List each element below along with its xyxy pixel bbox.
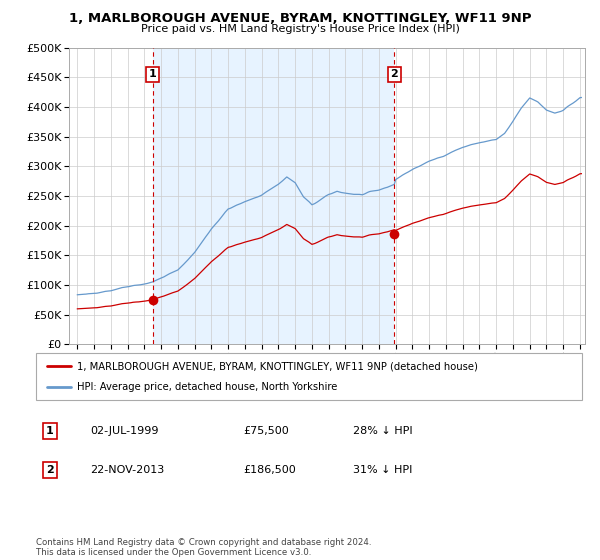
- Text: 02-JUL-1999: 02-JUL-1999: [91, 426, 159, 436]
- Text: 1, MARLBOROUGH AVENUE, BYRAM, KNOTTINGLEY, WF11 9NP: 1, MARLBOROUGH AVENUE, BYRAM, KNOTTINGLE…: [69, 12, 531, 25]
- Text: Price paid vs. HM Land Registry's House Price Index (HPI): Price paid vs. HM Land Registry's House …: [140, 24, 460, 34]
- Text: 31% ↓ HPI: 31% ↓ HPI: [353, 465, 412, 475]
- Text: 1: 1: [149, 69, 157, 80]
- Text: 2: 2: [391, 69, 398, 80]
- Text: 1: 1: [46, 426, 53, 436]
- Text: 2: 2: [46, 465, 53, 475]
- Text: HPI: Average price, detached house, North Yorkshire: HPI: Average price, detached house, Nort…: [77, 382, 337, 392]
- FancyBboxPatch shape: [36, 353, 582, 400]
- Text: £75,500: £75,500: [244, 426, 289, 436]
- Text: 28% ↓ HPI: 28% ↓ HPI: [353, 426, 412, 436]
- Text: 22-NOV-2013: 22-NOV-2013: [91, 465, 165, 475]
- Text: Contains HM Land Registry data © Crown copyright and database right 2024.
This d: Contains HM Land Registry data © Crown c…: [36, 538, 371, 557]
- Text: 1, MARLBOROUGH AVENUE, BYRAM, KNOTTINGLEY, WF11 9NP (detached house): 1, MARLBOROUGH AVENUE, BYRAM, KNOTTINGLE…: [77, 361, 478, 371]
- Bar: [153, 48, 394, 344]
- Text: £186,500: £186,500: [244, 465, 296, 475]
